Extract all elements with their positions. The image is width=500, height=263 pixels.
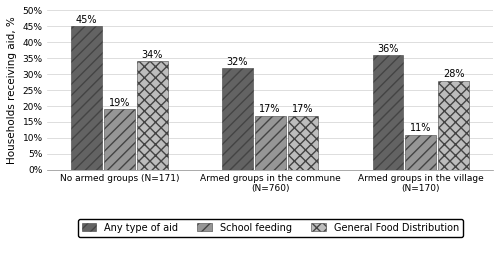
Text: 11%: 11% — [410, 123, 432, 133]
Y-axis label: Households receiving aid, %: Households receiving aid, % — [7, 16, 17, 164]
Text: 17%: 17% — [292, 104, 314, 114]
Bar — [72, 26, 102, 170]
Bar — [288, 116, 318, 170]
Text: 19%: 19% — [109, 98, 130, 108]
Text: 17%: 17% — [260, 104, 281, 114]
Legend: Any type of aid, School feeding, General Food Distribution: Any type of aid, School feeding, General… — [78, 219, 462, 237]
Bar — [372, 55, 404, 170]
Bar — [406, 135, 436, 170]
Text: 36%: 36% — [378, 44, 399, 54]
Text: 34%: 34% — [142, 50, 163, 60]
Text: 45%: 45% — [76, 15, 98, 25]
Text: 28%: 28% — [443, 69, 464, 79]
Bar — [104, 109, 135, 170]
Bar — [255, 116, 286, 170]
Bar — [222, 68, 253, 170]
Text: 32%: 32% — [226, 57, 248, 67]
Bar — [438, 80, 469, 170]
Bar — [137, 62, 168, 170]
